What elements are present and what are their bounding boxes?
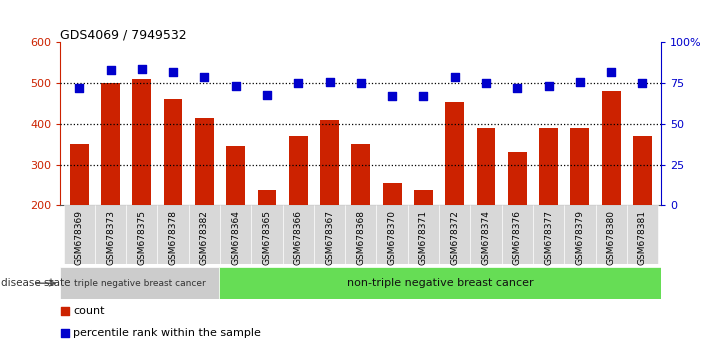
Text: GSM678382: GSM678382 xyxy=(200,210,209,265)
Bar xyxy=(533,205,565,264)
Point xyxy=(198,74,210,80)
Text: GSM678365: GSM678365 xyxy=(262,210,272,265)
Text: GSM678374: GSM678374 xyxy=(481,210,491,265)
Text: GSM678381: GSM678381 xyxy=(638,210,647,265)
Bar xyxy=(377,205,408,264)
Point xyxy=(481,80,492,86)
Bar xyxy=(570,128,589,287)
Bar xyxy=(195,118,214,287)
Text: GDS4069 / 7949532: GDS4069 / 7949532 xyxy=(60,28,187,41)
Bar xyxy=(226,146,245,287)
Point xyxy=(574,79,586,84)
Point xyxy=(136,66,147,72)
Text: disease state: disease state xyxy=(1,278,70,288)
Bar xyxy=(602,91,621,287)
Text: GSM678376: GSM678376 xyxy=(513,210,522,265)
Bar xyxy=(164,99,183,287)
Bar xyxy=(257,190,277,287)
Text: GSM678378: GSM678378 xyxy=(169,210,178,265)
Text: GSM678364: GSM678364 xyxy=(231,210,240,265)
Bar xyxy=(101,83,120,287)
Point xyxy=(59,330,70,336)
Text: GSM678373: GSM678373 xyxy=(106,210,115,265)
Bar xyxy=(476,128,496,287)
Bar xyxy=(345,205,377,264)
Bar xyxy=(60,267,218,299)
Text: GSM678367: GSM678367 xyxy=(325,210,334,265)
Text: GSM678372: GSM678372 xyxy=(450,210,459,265)
Bar xyxy=(282,205,314,264)
Bar xyxy=(126,205,157,264)
Point xyxy=(261,92,272,97)
Bar xyxy=(251,205,282,264)
Bar xyxy=(220,205,251,264)
Bar xyxy=(502,205,533,264)
Bar xyxy=(596,205,627,264)
Point xyxy=(59,309,70,314)
Bar xyxy=(414,190,433,287)
Bar xyxy=(471,205,502,264)
Point xyxy=(418,93,429,99)
Text: non-triple negative breast cancer: non-triple negative breast cancer xyxy=(346,278,533,288)
Bar xyxy=(383,183,402,287)
Point xyxy=(324,79,335,84)
Point xyxy=(512,85,523,91)
Bar xyxy=(565,205,596,264)
Bar xyxy=(188,205,220,264)
Bar xyxy=(351,144,370,287)
Point xyxy=(543,84,555,89)
Bar xyxy=(633,136,652,287)
Bar xyxy=(439,205,471,264)
Text: count: count xyxy=(73,307,105,316)
Point xyxy=(449,74,461,80)
Text: GSM678379: GSM678379 xyxy=(575,210,584,265)
Point xyxy=(606,69,617,75)
Bar xyxy=(445,102,464,287)
Text: GSM678377: GSM678377 xyxy=(544,210,553,265)
Bar xyxy=(218,267,661,299)
Point xyxy=(387,93,398,99)
Bar xyxy=(539,128,558,287)
Point xyxy=(355,80,367,86)
Text: GSM678371: GSM678371 xyxy=(419,210,428,265)
Bar xyxy=(508,152,527,287)
Text: GSM678366: GSM678366 xyxy=(294,210,303,265)
Bar xyxy=(314,205,345,264)
Text: GSM678370: GSM678370 xyxy=(387,210,397,265)
Point xyxy=(637,80,648,86)
Point xyxy=(73,85,85,91)
Bar xyxy=(157,205,188,264)
Bar xyxy=(408,205,439,264)
Bar xyxy=(289,136,308,287)
Text: GSM678375: GSM678375 xyxy=(137,210,146,265)
Bar xyxy=(132,79,151,287)
Bar xyxy=(70,144,89,287)
Bar xyxy=(95,205,126,264)
Text: GSM678368: GSM678368 xyxy=(356,210,365,265)
Point xyxy=(167,69,178,75)
Bar xyxy=(63,205,95,264)
Point xyxy=(230,84,241,89)
Text: GSM678369: GSM678369 xyxy=(75,210,84,265)
Point xyxy=(292,80,304,86)
Bar xyxy=(627,205,658,264)
Text: triple negative breast cancer: triple negative breast cancer xyxy=(74,279,205,288)
Point xyxy=(105,67,116,73)
Text: GSM678380: GSM678380 xyxy=(606,210,616,265)
Text: percentile rank within the sample: percentile rank within the sample xyxy=(73,328,261,338)
Bar xyxy=(320,120,339,287)
